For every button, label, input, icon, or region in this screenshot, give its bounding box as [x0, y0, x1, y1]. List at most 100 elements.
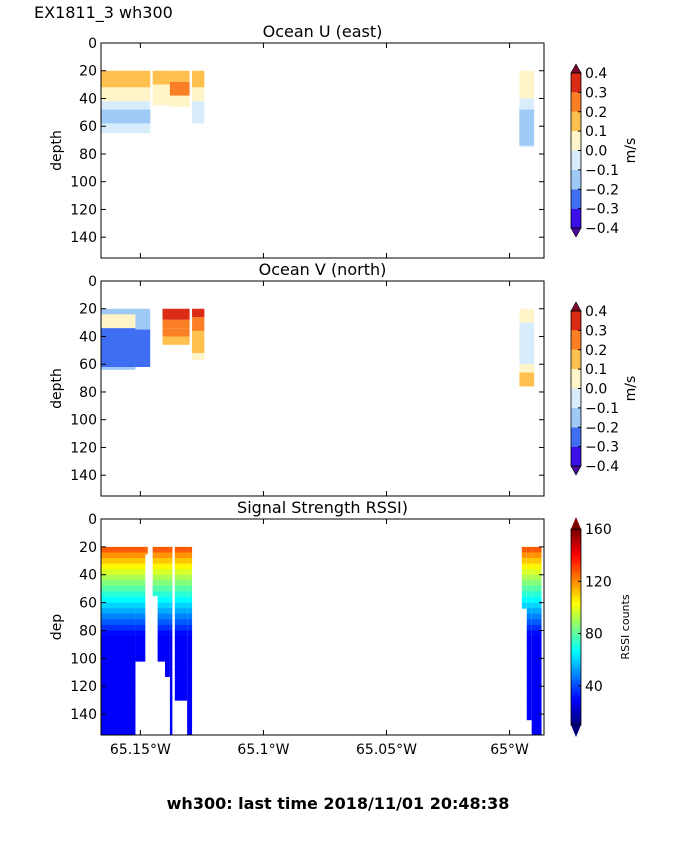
rssi-cell-7: [174, 597, 188, 604]
rssi-cell-8: [187, 630, 193, 637]
rssi-cell-10: [526, 613, 532, 620]
rssi-cell-0: [101, 691, 136, 698]
rssi-cell-1: [135, 580, 146, 587]
colorbar-segment: [571, 558, 581, 563]
colorbar-segment: [571, 446, 581, 466]
rssi-cell-9: [521, 563, 527, 570]
rssi-cell-5: [164, 641, 170, 648]
rssi-cell-1: [135, 569, 146, 576]
y-tick-label: 40: [79, 568, 97, 584]
rssi-cell-4: [157, 597, 165, 604]
rssi-cell-5: [164, 619, 170, 626]
rssi-cell-8: [187, 624, 193, 631]
rssi-cell-7: [174, 624, 188, 631]
rssi-cell-3: [152, 585, 158, 592]
colorbar-segment: [571, 695, 581, 700]
colorbar-segment: [571, 330, 581, 350]
rssi-cell-6: [169, 580, 173, 587]
y-tick-label: 0: [88, 512, 97, 528]
rssi-cell-11: [531, 714, 542, 721]
rssi-cell-11: [531, 546, 542, 553]
rssi-cell-5: [164, 597, 170, 604]
rssi-cell-6: [169, 597, 173, 604]
rssi-cell-11: [531, 608, 542, 615]
y-tick-label: 80: [79, 385, 97, 401]
rssi-cell-9: [521, 546, 527, 553]
y-tick-label: 60: [79, 596, 97, 612]
colorbar-extend-high: [570, 301, 582, 312]
colorbar: 0.4 0.3 0.2 0.1 0.0 −0.1 −0.2 −0.3 −0.4 m/s: [570, 63, 639, 238]
panel-title: Signal Strength RSSI): [237, 498, 408, 517]
colorbar-segment: [571, 692, 581, 697]
rssi-cell-8: [187, 675, 193, 682]
rssi-cell-6: [169, 697, 173, 704]
rssi-cell-6: [169, 563, 173, 570]
rssi-cell-3: [152, 552, 158, 559]
colorbar-tick-label: 40: [585, 679, 603, 695]
rssi-cell-0: [101, 663, 136, 671]
rssi-cell-6: [169, 652, 173, 659]
rssi-cell-7: [174, 652, 188, 659]
colorbar-frame: [570, 528, 582, 726]
rssi-cell-1: [135, 647, 146, 654]
rssi-cell-4: [157, 619, 165, 626]
rssi-cell-7: [174, 663, 188, 671]
rssi-cell-3: [152, 580, 158, 587]
rssi-cell-6: [169, 680, 173, 687]
colorbar-tick-label: 0.4: [585, 304, 607, 320]
rssi-cell-0: [101, 591, 136, 598]
rssi-cell-10: [526, 675, 532, 682]
y-tick-label: 100: [70, 175, 97, 191]
rssi-cell-7: [174, 686, 188, 693]
colorbar-segment: [571, 92, 581, 112]
panel-title: Ocean U (east): [263, 22, 383, 41]
colorbar-segment: [571, 529, 581, 533]
rssi-cell-7: [174, 691, 188, 698]
velocity-cell-1-1: [152, 84, 170, 106]
rssi-cell-11: [531, 691, 542, 698]
rssi-cell-1: [135, 636, 146, 643]
rssi-cell-11: [531, 569, 542, 576]
rssi-cell-6: [169, 602, 173, 609]
colorbar-segment: [571, 581, 581, 586]
colorbar-frame: [570, 72, 582, 229]
y-tick-label: 100: [70, 413, 97, 429]
rssi-cell-4: [157, 630, 165, 637]
rssi-cell-3: [152, 546, 158, 553]
rssi-cell-4: [157, 647, 165, 654]
rssi-cell-11: [531, 663, 542, 671]
y-tick-label: 60: [79, 119, 97, 135]
rssi-cell-6: [169, 658, 173, 665]
rssi-cell-5: [164, 591, 170, 598]
rssi-cell-7: [174, 680, 188, 687]
rssi-cell-5: [164, 658, 170, 665]
colorbar-segment: [571, 669, 581, 674]
x-tick-label: 65.15°W: [110, 742, 171, 758]
rssi-cell-8: [187, 680, 193, 687]
rssi-cell-1: [135, 558, 146, 565]
velocity-cell-3-1: [192, 87, 205, 102]
rssi-cell-3: [152, 591, 158, 597]
rssi-cell-2: [145, 552, 148, 555]
rssi-cell-10: [526, 641, 532, 648]
rssi-cell-7: [174, 675, 188, 682]
rssi-cell-0: [101, 624, 136, 631]
rssi-cell-5: [164, 624, 170, 631]
rssi-cell-0: [101, 675, 136, 682]
velocity-cell-0-2: [101, 328, 136, 367]
rssi-cell-5: [164, 569, 170, 576]
rssi-cell-6: [169, 558, 173, 565]
colorbar-tick-label: −0.2: [585, 182, 619, 198]
y-tick-label: 120: [70, 440, 97, 456]
colorbar-segment: [571, 545, 581, 550]
rssi-cell-1: [135, 608, 146, 615]
rssi-cell-7: [174, 585, 188, 592]
rssi-cell-8: [187, 546, 193, 553]
figure-title: EX1811_3 wh300: [34, 3, 173, 23]
rssi-cell-0: [101, 730, 136, 736]
rssi-cell-6: [169, 552, 173, 559]
panel-1: 0 20 40 60 80 100 120 140 Ocean V (north) depth 0.…: [49, 260, 639, 497]
rssi-cell-11: [531, 641, 542, 648]
rssi-cell-11: [531, 597, 542, 604]
colorbar-segment: [571, 653, 581, 657]
